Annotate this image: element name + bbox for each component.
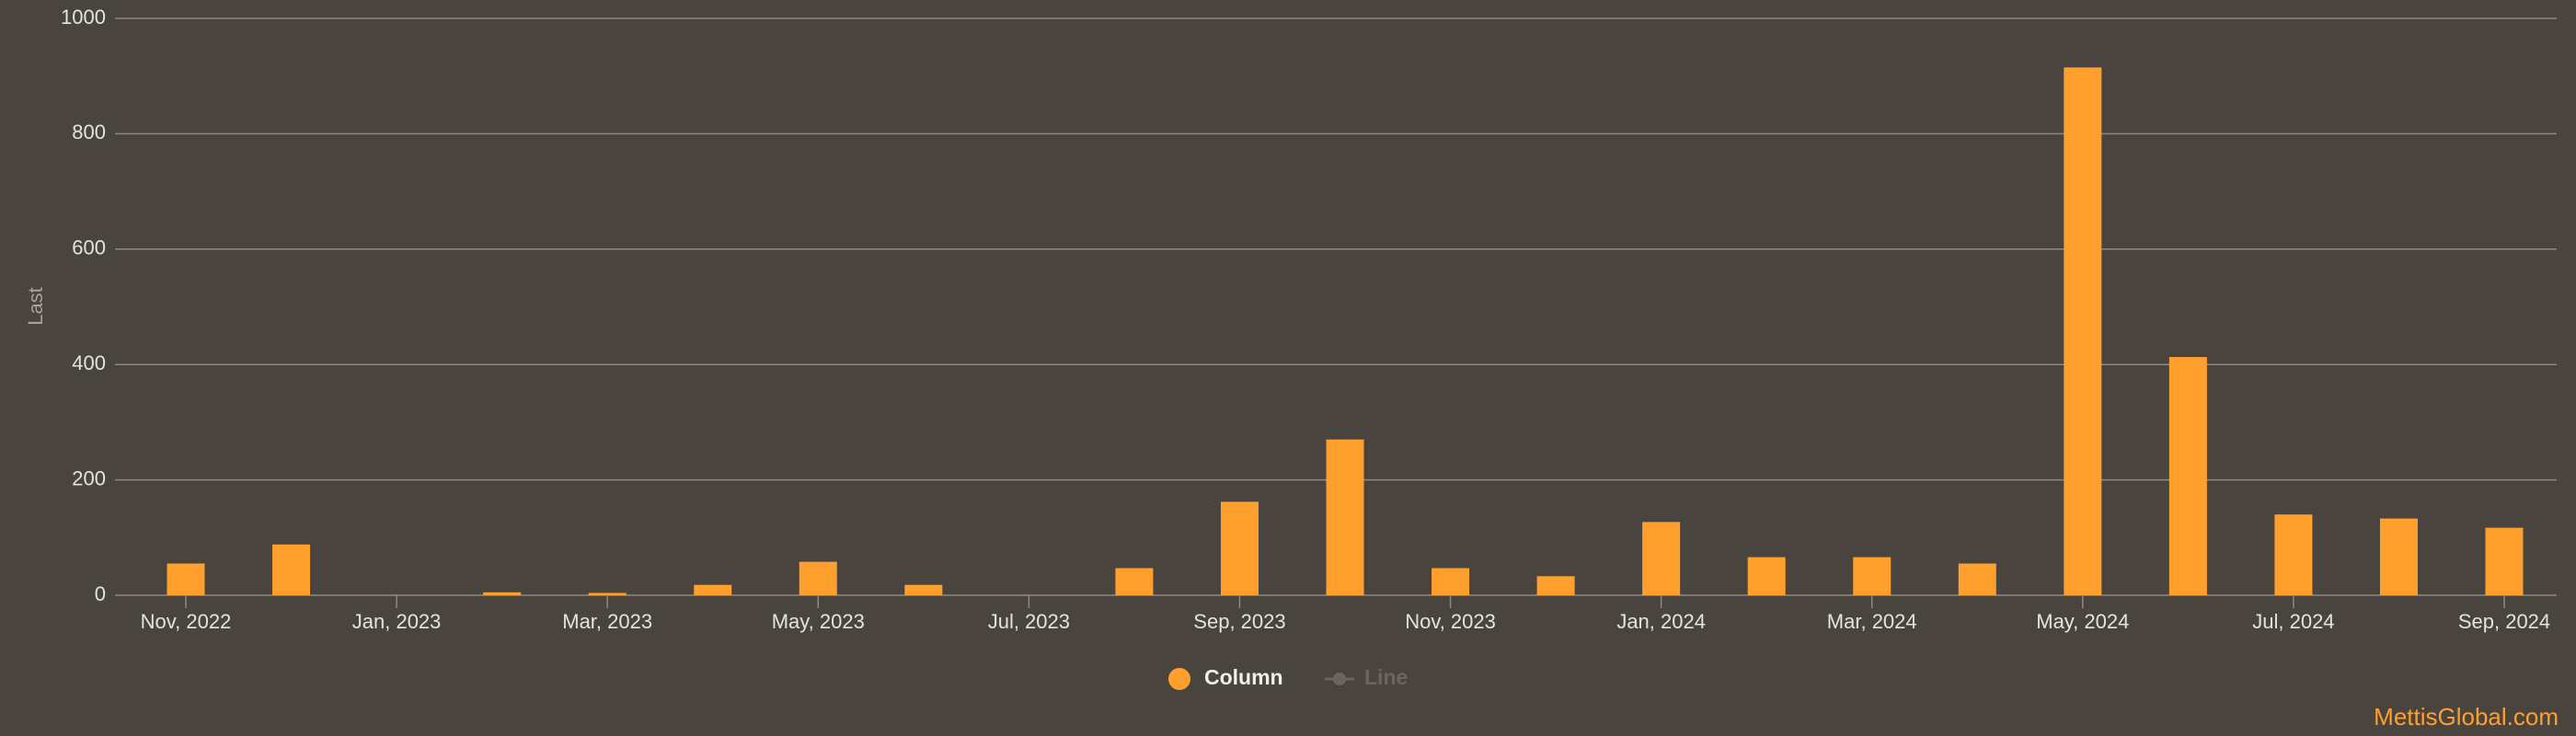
x-tick-label: Jul, 2023 [988,610,1070,633]
legend-marker [1333,673,1346,685]
bar [799,561,837,595]
y-tick-label: 1000 [61,6,106,29]
y-tick-label: 200 [72,466,106,489]
bar [694,584,732,595]
x-tick-label: May, 2024 [2036,610,2129,633]
bar [1220,501,1259,595]
legend-label[interactable]: Line [1364,665,1408,689]
legend-label[interactable]: Column [1204,665,1283,689]
y-tick-label: 600 [72,236,106,259]
bar [483,592,522,595]
bar [1958,563,1996,595]
bar [1747,557,1786,595]
bar [1115,568,1154,595]
bar [1536,576,1575,595]
x-tick-label: Nov, 2022 [141,610,232,633]
bar [1853,557,1892,595]
x-tick-label: Mar, 2024 [1827,610,1917,633]
x-tick-label: Jul, 2024 [2252,610,2334,633]
bar [1432,568,1470,595]
watermark: MettisGlobal.com [2374,703,2559,730]
legend-marker [1168,668,1190,690]
x-tick-label: Nov, 2023 [1405,610,1496,633]
x-tick-label: Sep, 2024 [2458,610,2550,633]
x-tick-label: Jan, 2023 [352,610,442,633]
bar [904,584,943,595]
bar [588,592,627,595]
x-tick-label: May, 2023 [772,610,865,633]
bar [2379,518,2418,595]
x-tick-label: Mar, 2023 [562,610,652,633]
y-axis-label: Last [24,287,47,326]
bar [2485,527,2524,595]
bar [1642,522,1681,595]
y-tick-label: 0 [95,582,106,605]
bar [1326,439,1364,595]
bar [2168,357,2207,595]
bar [167,563,205,595]
x-tick-label: Sep, 2023 [1193,610,1285,633]
bar [2064,67,2102,596]
y-tick-label: 400 [72,351,106,374]
bar [2274,514,2313,595]
y-tick-label: 800 [72,121,106,144]
bar [272,544,311,595]
x-tick-label: Jan, 2024 [1616,610,1706,633]
